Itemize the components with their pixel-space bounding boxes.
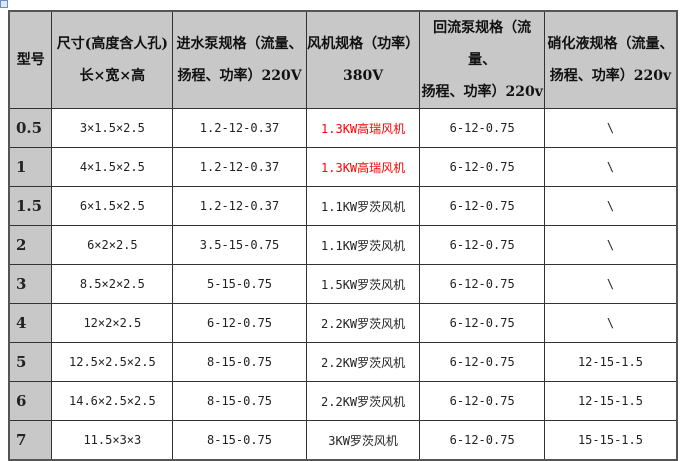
header-size: 尺寸(高度含人孔) 长×宽×高 — [51, 10, 174, 109]
cell-inlet-pump: 8-15-0.75 — [172, 342, 307, 382]
cell-fan: 1.3KW高瑞风机 — [305, 108, 421, 148]
cell-model: 5 — [8, 342, 53, 382]
header-inlet-pump: 进水泵规格（流量、 扬程、功率）220V — [172, 10, 307, 109]
spec-table: 型号 尺寸(高度含人孔) 长×宽×高 进水泵规格（流量、 扬程、功率）220V 风机… — [8, 10, 678, 461]
cell-fan: 1.5KW罗茨风机 — [305, 264, 421, 304]
header-nitrification: 硝化液规格（流量、 扬程、功率）220v — [543, 10, 678, 109]
table-row: 4 12×2×2.5 6-12-0.75 2.2KW罗茨风机 6-12-0.75 \ — [8, 303, 678, 343]
table-row: 2 6×2×2.5 3.5-15-0.75 1.1KW罗茨风机 6-12-0.75 \ — [8, 225, 678, 265]
cell-nitrification: \ — [543, 225, 678, 265]
cell-size: 6×1.5×2.5 — [51, 186, 174, 226]
cell-model: 3 — [8, 264, 53, 304]
table-row: 5 12.5×2.5×2.5 8-15-0.75 2.2KW罗茨风机 6-12-0.75… — [8, 342, 678, 382]
cell-model: 4 — [8, 303, 53, 343]
cell-model: 2 — [8, 225, 53, 265]
cell-return-pump: 6-12-0.75 — [419, 420, 545, 461]
table-row: 1.5 6×1.5×2.5 1.2-12-0.37 1.1KW罗茨风机 6-12-0.7… — [8, 186, 678, 226]
cell-nitrification: 15-15-1.5 — [543, 420, 678, 461]
cell-fan: 2.2KW罗茨风机 — [305, 342, 421, 382]
cell-return-pump: 6-12-0.75 — [419, 342, 545, 382]
table-row: 6 14.6×2.5×2.5 8-15-0.75 2.2KW罗茨风机 6-12-0.75… — [8, 381, 678, 421]
cell-inlet-pump: 8-15-0.75 — [172, 381, 307, 421]
cell-fan: 1.3KW高瑞风机 — [305, 147, 421, 187]
cell-return-pump: 6-12-0.75 — [419, 381, 545, 421]
cell-inlet-pump: 1.2-12-0.37 — [172, 147, 307, 187]
cell-fan: 2.2KW罗茨风机 — [305, 303, 421, 343]
cell-nitrification: \ — [543, 108, 678, 148]
cell-size: 3×1.5×2.5 — [51, 108, 174, 148]
table-row: 0.5 3×1.5×2.5 1.2-12-0.37 1.3KW高瑞风机 6-12-0.7… — [8, 108, 678, 148]
table-row: 3 8.5×2×2.5 5-15-0.75 1.5KW罗茨风机 6-12-0.75 \ — [8, 264, 678, 304]
cell-nitrification: 12-15-1.5 — [543, 342, 678, 382]
table-row: 1 4×1.5×2.5 1.2-12-0.37 1.3KW高瑞风机 6-12-0.75 \ — [8, 147, 678, 187]
cell-return-pump: 6-12-0.75 — [419, 147, 545, 187]
cell-size: 8.5×2×2.5 — [51, 264, 174, 304]
cell-fan: 1.1KW罗茨风机 — [305, 186, 421, 226]
cell-fan: 1.1KW罗茨风机 — [305, 225, 421, 265]
cell-size: 12.5×2.5×2.5 — [51, 342, 174, 382]
cell-size: 6×2×2.5 — [51, 225, 174, 265]
header-return-pump: 回流泵规格（流量、 扬程、功率）220v — [419, 10, 545, 109]
cell-inlet-pump: 1.2-12-0.37 — [172, 108, 307, 148]
table-row: 7 11.5×3×3 8-15-0.75 3KW罗茨风机 6-12-0.75 15-15-… — [8, 420, 678, 461]
cell-size: 11.5×3×3 — [51, 420, 174, 461]
cell-model: 0.5 — [8, 108, 53, 148]
cell-model: 7 — [8, 420, 53, 461]
cell-fan: 2.2KW罗茨风机 — [305, 381, 421, 421]
cell-nitrification: 12-15-1.5 — [543, 381, 678, 421]
cell-model: 1 — [8, 147, 53, 187]
cell-size: 14.6×2.5×2.5 — [51, 381, 174, 421]
cell-inlet-pump: 6-12-0.75 — [172, 303, 307, 343]
cell-nitrification: \ — [543, 147, 678, 187]
cell-nitrification: \ — [543, 303, 678, 343]
cell-size: 4×1.5×2.5 — [51, 147, 174, 187]
cell-fan: 3KW罗茨风机 — [305, 420, 421, 461]
header-model: 型号 — [8, 10, 53, 109]
header-fan: 风机规格（功率） 380V — [305, 10, 421, 109]
cell-inlet-pump: 8-15-0.75 — [172, 420, 307, 461]
cell-inlet-pump: 5-15-0.75 — [172, 264, 307, 304]
cell-return-pump: 6-12-0.75 — [419, 264, 545, 304]
cell-nitrification: \ — [543, 186, 678, 226]
header-row: 型号 尺寸(高度含人孔) 长×宽×高 进水泵规格（流量、 扬程、功率）220V 风机… — [8, 10, 678, 109]
cell-nitrification: \ — [543, 264, 678, 304]
cell-model: 1.5 — [8, 186, 53, 226]
cell-inlet-pump: 3.5-15-0.75 — [172, 225, 307, 265]
cell-return-pump: 6-12-0.75 — [419, 225, 545, 265]
cell-return-pump: 6-12-0.75 — [419, 108, 545, 148]
cell-size: 12×2×2.5 — [51, 303, 174, 343]
cell-return-pump: 6-12-0.75 — [419, 303, 545, 343]
cell-model: 6 — [8, 381, 53, 421]
cell-return-pump: 6-12-0.75 — [419, 186, 545, 226]
table-move-handle-icon[interactable] — [0, 0, 8, 8]
cell-inlet-pump: 1.2-12-0.37 — [172, 186, 307, 226]
